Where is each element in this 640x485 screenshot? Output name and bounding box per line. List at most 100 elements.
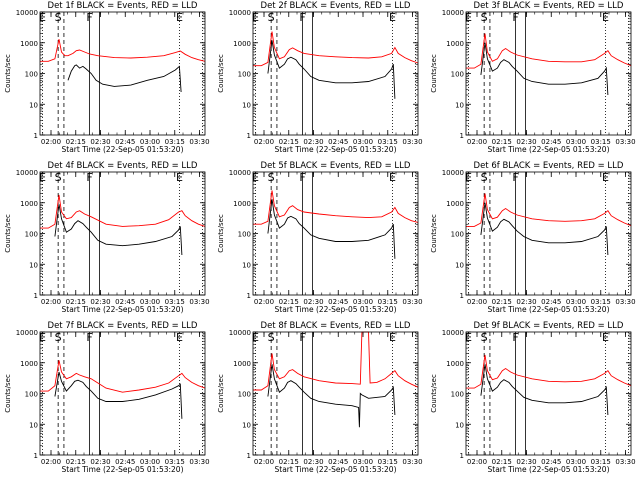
x-tick-label: 02:30 — [90, 298, 110, 306]
x-tick-label: 02:00 — [41, 138, 61, 146]
x-tick-label: 02:30 — [303, 138, 323, 146]
y-tick-label: 10000 — [442, 329, 464, 337]
y-axis-label: Counts/sec — [430, 214, 438, 253]
y-tick-label: 10000 — [442, 169, 464, 177]
y-tick-label: 100 — [238, 231, 251, 239]
detector-panel: Det 5f BLACK = Events, RED = LLD Counts/s… — [217, 161, 423, 314]
x-tick-label: 03:30 — [615, 458, 635, 466]
y-axis-label: Counts/sec — [4, 214, 12, 253]
time-marker-label: E — [176, 171, 183, 184]
time-marker-label: E — [602, 331, 609, 344]
y-tick-label: 10 — [29, 101, 38, 109]
y-tick-label: 10000 — [229, 329, 251, 337]
y-axis-label: Counts/sec — [217, 374, 225, 413]
x-tick-label: 02:45 — [541, 138, 561, 146]
x-tick-label: 02:00 — [41, 298, 61, 306]
y-tick-label: 1 — [460, 452, 464, 460]
plot-frame — [39, 171, 206, 296]
y-tick-label: 10 — [242, 101, 251, 109]
x-tick-label: 03:15 — [591, 138, 611, 146]
x-tick-label: 03:00 — [140, 458, 160, 466]
y-tick-label: 1 — [34, 132, 38, 140]
lld-rate-line — [40, 360, 206, 393]
time-marker-label: E — [389, 11, 396, 24]
panel-title: Det 5f BLACK = Events, RED = LLD — [261, 161, 411, 171]
x-tick-label: 02:00 — [254, 138, 274, 146]
y-tick-label: 10 — [29, 261, 38, 269]
y-tick-label: 10 — [242, 261, 251, 269]
time-marker-label: S — [55, 11, 62, 24]
x-tick-label: 03:30 — [189, 458, 209, 466]
y-tick-label: 1000 — [233, 360, 251, 368]
plot-frame — [252, 331, 419, 456]
x-tick-label: 03:15 — [591, 298, 611, 306]
time-marker-label: F — [299, 331, 305, 344]
y-tick-label: 100 — [451, 391, 464, 399]
y-tick-label: 10000 — [229, 9, 251, 17]
plot-frame — [252, 11, 419, 136]
time-marker-label: F — [512, 11, 518, 24]
x-tick-label: 03:15 — [165, 138, 185, 146]
time-marker-label: E — [389, 331, 396, 344]
y-axis-label: Counts/sec — [217, 54, 225, 93]
plot-frame — [39, 331, 206, 456]
x-tick-label: 02:15 — [66, 298, 86, 306]
events-rate-line — [267, 40, 396, 99]
x-tick-label: 02:30 — [90, 458, 110, 466]
time-marker-label: E — [39, 171, 46, 184]
x-tick-label: 03:30 — [402, 298, 422, 306]
x-tick-label: 02:15 — [492, 458, 512, 466]
x-tick-label: 03:30 — [615, 138, 635, 146]
y-tick-label: 100 — [238, 391, 251, 399]
y-axis-label: Counts/sec — [4, 54, 12, 93]
time-marker-label: F — [512, 331, 518, 344]
x-tick-label: 02:45 — [541, 458, 561, 466]
detector-panel: Det 3f BLACK = Events, RED = LLD Counts/s… — [430, 1, 636, 154]
x-tick-label: 02:45 — [328, 138, 348, 146]
y-tick-label: 1 — [460, 132, 464, 140]
x-tick-label: 02:00 — [41, 458, 61, 466]
x-tick-label: 02:30 — [303, 298, 323, 306]
x-tick-label: 02:30 — [303, 458, 323, 466]
y-tick-label: 1000 — [20, 200, 38, 208]
x-tick-label: 02:15 — [279, 298, 299, 306]
x-tick-label: 03:30 — [402, 138, 422, 146]
x-axis-label: Start Time (22-Sep-05 01:53:20) — [275, 465, 397, 474]
y-tick-label: 1000 — [233, 200, 251, 208]
y-axis-label: Counts/sec — [217, 214, 225, 253]
y-tick-label: 10 — [455, 101, 464, 109]
x-tick-label: 02:15 — [492, 138, 512, 146]
plot-frame — [465, 11, 632, 136]
detector-panel: Det 8f BLACK = Events, RED = LLD Counts/s… — [217, 321, 423, 474]
x-axis-label: Start Time (22-Sep-05 01:53:20) — [62, 465, 184, 474]
y-tick-label: 100 — [25, 391, 38, 399]
y-tick-label: 10000 — [16, 169, 38, 177]
time-marker-label: S — [268, 11, 275, 24]
x-tick-label: 03:00 — [353, 458, 373, 466]
time-marker-label: E — [602, 171, 609, 184]
y-tick-label: 1000 — [446, 360, 464, 368]
plot-frame — [252, 171, 419, 296]
y-tick-label: 10 — [242, 421, 251, 429]
y-tick-label: 1 — [460, 292, 464, 300]
x-tick-label: 02:00 — [467, 458, 487, 466]
x-tick-label: 03:00 — [566, 298, 586, 306]
lld-rate-line — [40, 194, 206, 229]
y-tick-label: 100 — [451, 231, 464, 239]
x-tick-label: 02:45 — [115, 298, 135, 306]
detector-panel: Det 9f BLACK = Events, RED = LLD Counts/s… — [430, 321, 636, 474]
time-marker-label: S — [481, 331, 488, 344]
time-marker-label: E — [389, 171, 396, 184]
x-tick-label: 02:00 — [467, 298, 487, 306]
x-axis-label: Start Time (22-Sep-05 01:53:20) — [488, 305, 610, 314]
y-tick-label: 1 — [247, 132, 251, 140]
x-tick-label: 02:45 — [541, 298, 561, 306]
x-axis-label: Start Time (22-Sep-05 01:53:20) — [488, 145, 610, 154]
y-tick-label: 10000 — [16, 329, 38, 337]
x-tick-label: 03:00 — [353, 138, 373, 146]
x-tick-label: 03:15 — [591, 458, 611, 466]
time-marker-label: S — [481, 171, 488, 184]
x-tick-label: 02:45 — [328, 458, 348, 466]
y-tick-label: 1000 — [446, 200, 464, 208]
